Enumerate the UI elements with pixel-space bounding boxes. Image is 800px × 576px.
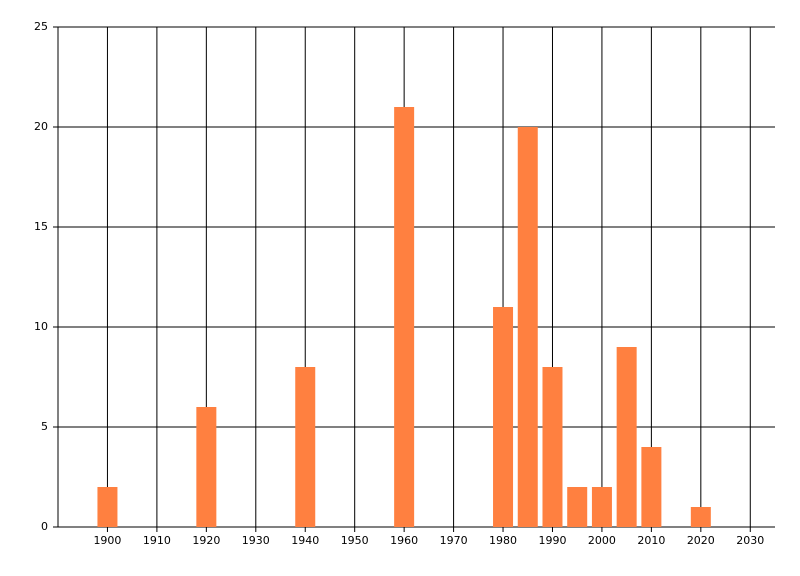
bar: [394, 107, 415, 527]
x-tick-label: 2030: [736, 534, 764, 547]
bar: [295, 367, 316, 527]
bar: [641, 447, 662, 527]
x-tick-label: 1960: [390, 534, 418, 547]
x-tick-label: 1980: [489, 534, 517, 547]
x-tick-label: 1990: [538, 534, 566, 547]
bar: [97, 487, 118, 527]
y-tick-label: 25: [34, 20, 48, 33]
bar: [567, 487, 588, 527]
bar: [196, 407, 217, 527]
y-tick-label: 10: [34, 320, 48, 333]
bar: [690, 507, 711, 527]
x-tick-label: 1920: [192, 534, 220, 547]
x-tick-label: 2010: [637, 534, 665, 547]
x-tick-label: 1900: [93, 534, 121, 547]
bar: [517, 127, 538, 527]
x-tick-label: 1950: [341, 534, 369, 547]
x-tick-label: 1970: [440, 534, 468, 547]
x-tick-label: 1940: [291, 534, 319, 547]
bar: [493, 307, 514, 527]
bar: [616, 347, 637, 527]
y-tick-label: 20: [34, 120, 48, 133]
x-tick-label: 2000: [588, 534, 616, 547]
bar: [542, 367, 563, 527]
x-tick-label: 1910: [143, 534, 171, 547]
x-tick-label: 1930: [242, 534, 270, 547]
y-tick-label: 5: [41, 420, 48, 433]
x-tick-label: 2020: [687, 534, 715, 547]
y-tick-label: 15: [34, 220, 48, 233]
y-tick-label: 0: [41, 520, 48, 533]
bar: [591, 487, 612, 527]
